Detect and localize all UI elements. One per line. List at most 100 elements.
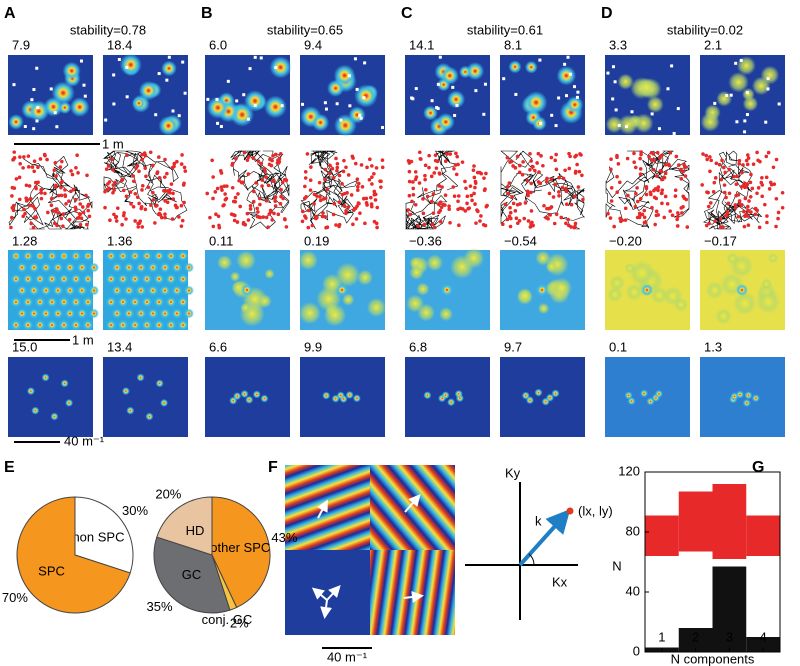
spike xyxy=(163,215,167,220)
panel-letter: E xyxy=(4,459,15,476)
spike xyxy=(103,189,107,194)
spike xyxy=(681,169,686,174)
spike xyxy=(751,162,756,167)
spike xyxy=(330,166,335,171)
peak xyxy=(160,285,170,296)
spike xyxy=(708,169,712,174)
spike xyxy=(363,221,367,226)
peak xyxy=(23,274,33,284)
spike xyxy=(61,212,66,216)
spike xyxy=(144,174,148,179)
firing-field xyxy=(618,114,639,135)
spike xyxy=(508,210,513,215)
peak xyxy=(60,379,69,388)
peak xyxy=(148,308,158,319)
peak xyxy=(366,297,387,318)
spike xyxy=(331,175,336,180)
spike xyxy=(163,199,167,203)
peak xyxy=(35,297,45,307)
spike xyxy=(411,192,416,197)
firing-field xyxy=(556,65,577,86)
rate-value: 14.1 xyxy=(409,37,434,52)
firing-field xyxy=(728,71,749,93)
spike xyxy=(25,198,30,202)
spike xyxy=(548,206,553,210)
unvisited xyxy=(215,97,219,101)
spike xyxy=(369,202,374,206)
spike xyxy=(569,202,574,207)
spike xyxy=(63,188,67,192)
spike xyxy=(182,165,187,170)
spike xyxy=(618,180,622,185)
spike xyxy=(772,182,777,186)
spike xyxy=(406,158,411,163)
unvisited xyxy=(766,87,770,91)
spike xyxy=(623,206,628,211)
peak xyxy=(345,390,354,399)
peak xyxy=(654,389,663,398)
spike xyxy=(522,216,527,221)
firing-field xyxy=(333,64,356,87)
peak xyxy=(447,398,456,407)
spike xyxy=(654,196,659,201)
spike xyxy=(515,154,520,159)
peak xyxy=(450,255,474,279)
unvisited xyxy=(729,93,733,97)
spike xyxy=(463,209,468,213)
spike xyxy=(676,211,680,215)
spike xyxy=(36,180,40,185)
rate-map xyxy=(8,55,93,135)
spike xyxy=(642,215,647,220)
spike xyxy=(574,153,579,158)
peak xyxy=(130,251,140,261)
spike xyxy=(443,193,448,198)
peak xyxy=(142,297,152,307)
unvisited xyxy=(676,107,680,111)
spike xyxy=(325,187,330,192)
spike xyxy=(425,194,430,199)
peak xyxy=(23,297,33,307)
spike xyxy=(59,216,64,221)
spike xyxy=(133,219,137,223)
spike xyxy=(564,186,568,191)
peak xyxy=(29,285,39,296)
peak xyxy=(26,387,35,396)
spike xyxy=(318,195,322,199)
spike xyxy=(411,180,415,184)
peak xyxy=(136,285,146,296)
spike xyxy=(27,184,32,188)
trajectory xyxy=(405,150,489,230)
spike xyxy=(740,170,744,175)
peak xyxy=(118,297,128,307)
spike xyxy=(367,177,372,182)
peak xyxy=(118,274,128,284)
spike xyxy=(256,210,260,214)
peak xyxy=(258,294,272,308)
peak xyxy=(71,320,81,330)
spike xyxy=(162,189,167,193)
spike xyxy=(361,196,366,201)
spike xyxy=(300,209,305,214)
peak xyxy=(184,262,194,273)
spike xyxy=(451,185,456,189)
spike xyxy=(564,189,569,194)
spike xyxy=(709,201,713,205)
spike xyxy=(755,191,759,196)
rate-value: 18.4 xyxy=(107,37,132,52)
firing-field xyxy=(524,91,548,114)
spike xyxy=(268,157,272,162)
spike xyxy=(741,163,745,167)
spike xyxy=(111,168,115,172)
unvisited xyxy=(617,123,621,127)
spike xyxy=(742,209,746,214)
spike xyxy=(280,180,285,185)
slice-label: 30% xyxy=(122,503,148,518)
peak xyxy=(11,297,21,307)
spike xyxy=(719,177,724,182)
spike xyxy=(422,222,427,227)
unvisited xyxy=(672,131,676,135)
unvisited xyxy=(280,104,284,108)
firing-field xyxy=(119,53,142,76)
spike xyxy=(526,219,531,223)
spike xyxy=(439,205,444,210)
